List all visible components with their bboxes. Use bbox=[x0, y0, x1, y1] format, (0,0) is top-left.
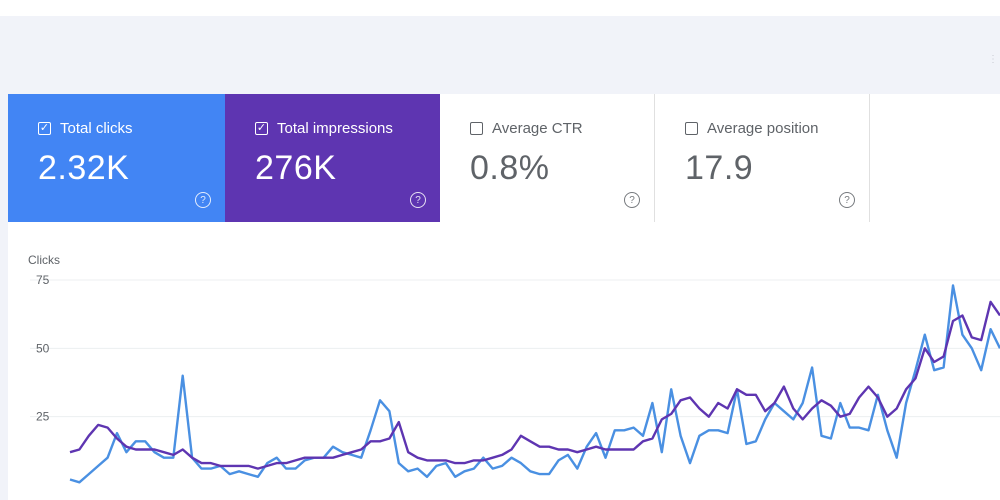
metric-value: 2.32K bbox=[38, 149, 130, 187]
help-icon[interactable]: ? bbox=[410, 192, 426, 208]
metric-label: Total clicks bbox=[60, 120, 133, 137]
checkbox-unchecked-icon[interactable] bbox=[685, 122, 698, 135]
y-tick-label: 75 bbox=[36, 273, 50, 287]
metric-label: Average position bbox=[707, 120, 819, 137]
y-axis-label: Clicks bbox=[28, 253, 60, 267]
metric-card-header: Average position bbox=[685, 120, 869, 137]
metric-card-average-ctr[interactable]: Average CTR 0.8% ? bbox=[440, 94, 655, 222]
checkbox-checked-icon[interactable]: ✓ bbox=[255, 122, 268, 135]
help-icon[interactable]: ? bbox=[195, 192, 211, 208]
checkbox-unchecked-icon[interactable] bbox=[470, 122, 483, 135]
metric-label: Total impressions bbox=[277, 120, 393, 137]
metric-card-header: Average CTR bbox=[470, 120, 654, 137]
clicks-impressions-line-chart: Clicks 75 50 25 bbox=[28, 253, 1000, 484]
more-options-icon[interactable]: ⋮ bbox=[988, 54, 998, 65]
clicks-series-line bbox=[69, 284, 1000, 484]
impressions-series-line bbox=[69, 300, 1000, 470]
checkbox-checked-icon[interactable]: ✓ bbox=[38, 122, 51, 135]
y-tick-label: 25 bbox=[36, 410, 50, 424]
y-tick-label: 50 bbox=[36, 341, 50, 355]
metric-card-total-clicks[interactable]: ✓ Total clicks 2.32K ? bbox=[8, 94, 225, 222]
help-icon[interactable]: ? bbox=[624, 192, 640, 208]
metric-card-average-position[interactable]: Average position 17.9 ? bbox=[655, 94, 870, 222]
metric-value: 17.9 bbox=[685, 149, 754, 187]
metric-value: 0.8% bbox=[470, 149, 550, 187]
metric-card-header: ✓ Total clicks bbox=[38, 120, 225, 137]
metric-card-total-impressions[interactable]: ✓ Total impressions 276K ? bbox=[225, 94, 440, 222]
metric-card-header: ✓ Total impressions bbox=[255, 120, 440, 137]
help-icon[interactable]: ? bbox=[839, 192, 855, 208]
metric-label: Average CTR bbox=[492, 120, 583, 137]
metric-value: 276K bbox=[255, 149, 337, 187]
metric-cards: ✓ Total clicks 2.32K ? ✓ Total impressio… bbox=[8, 94, 870, 222]
